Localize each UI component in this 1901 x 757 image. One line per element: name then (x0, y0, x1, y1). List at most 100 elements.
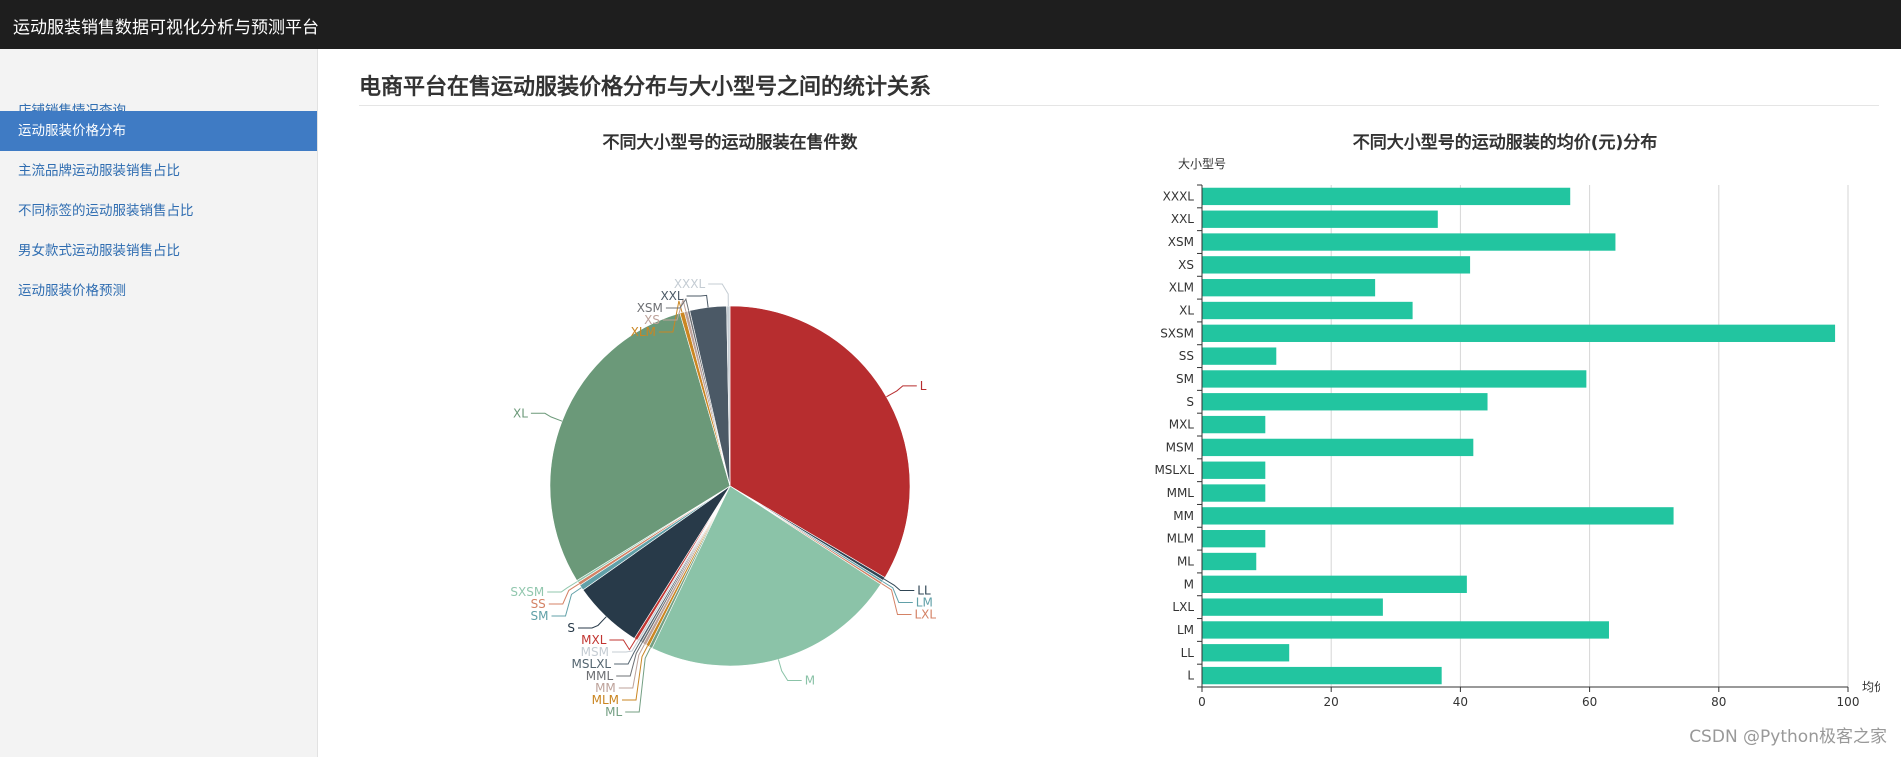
bar-y-label-mlm: MLM (1167, 532, 1194, 546)
bar-xxxl[interactable] (1202, 187, 1571, 206)
pie-label-sm: SM (531, 609, 549, 623)
pie-leader-mm (618, 644, 645, 689)
pie-leader-s (578, 616, 607, 629)
pie-label-mslxl: MSLXL (572, 657, 612, 671)
bar-sm[interactable] (1202, 370, 1587, 388)
pie-label-lm: LM (916, 596, 933, 610)
pie-slice-xxxl[interactable] (726, 305, 731, 487)
pie-label-ml: ML (605, 705, 622, 719)
pie-leader-lxl (881, 582, 912, 615)
sidebar-item-price-distribution[interactable]: 运动服装价格分布 (0, 111, 317, 151)
bar-x-axis-name: 均价 (1862, 680, 1880, 694)
bar-y-label-mxl: MXL (1169, 418, 1195, 432)
bar-chart: LLLLMLXLMMLMLMMMMMLMSLXLMSMMXLSSMSSSXSMX… (1154, 157, 1880, 709)
bar-xlm[interactable] (1202, 279, 1376, 297)
bar-y-label-ss: SS (1179, 349, 1194, 363)
pie-label-msm: MSM (581, 645, 609, 659)
pie-label-xlm: XLM (631, 325, 656, 339)
bar-x-tick-label: 0 (1198, 695, 1206, 709)
bar-mxl[interactable] (1202, 415, 1266, 434)
bar-ss[interactable] (1202, 347, 1277, 365)
bar-mlm[interactable] (1202, 530, 1266, 548)
pie-chart: LLLLMLXLMMLMLMMMMMLMSLXLMSMMXLSSMSSSXSMX… (510, 277, 937, 719)
bar-sxsm[interactable] (1202, 324, 1836, 342)
pie-leader-ll (883, 578, 915, 591)
pie-label-ll: LL (917, 584, 931, 598)
bar-y-label-xl: XL (1179, 304, 1194, 318)
pie-leader-m (777, 659, 802, 681)
bar-y-label-sm: SM (1176, 372, 1194, 386)
pie-leader-xs (663, 297, 687, 321)
bar-y-label-xsm: XSM (1168, 235, 1194, 249)
pie-leader-mslxl (614, 641, 641, 665)
pie-slice-m[interactable] (651, 485, 882, 667)
bar-x-tick-label: 40 (1453, 695, 1468, 709)
top-bar: 运动服装销售数据可视化分析与预测平台 (0, 0, 1901, 49)
pie-leader-ml (625, 647, 651, 713)
bar-y-label-mm: MM (1173, 509, 1194, 523)
pie-label-mlm: MLM (592, 693, 619, 707)
bar-y-label-sxsm: SXSM (1160, 326, 1194, 340)
bar-ml[interactable] (1202, 552, 1257, 571)
bar-y-label-xs: XS (1178, 258, 1194, 272)
pie-leader-xxl (686, 294, 709, 308)
pie-leader-sm (551, 587, 582, 617)
bar-y-label-ml: ML (1177, 555, 1194, 569)
pie-label-sxsm: SXSM (510, 585, 544, 599)
bar-ll[interactable] (1202, 644, 1290, 662)
pie-label-lxl: LXL (915, 608, 937, 622)
sidebar-item-brand-share[interactable]: 主流品牌运动服装销售占比 (18, 163, 180, 179)
bar-mm[interactable] (1202, 507, 1674, 525)
bar-xs[interactable] (1202, 256, 1471, 274)
pie-slice-l[interactable] (729, 305, 911, 579)
pie-label-xxl: XXL (660, 289, 683, 303)
bar-y-label-m: M (1184, 577, 1194, 591)
pie-label-xs: XS (644, 313, 660, 327)
pie-chart-title: 不同大小型号的运动服装在售件数 (602, 133, 858, 153)
bar-x-tick-label: 60 (1582, 695, 1597, 709)
pie-label-xxxl: XXXL (674, 277, 706, 291)
bar-y-label-lm: LM (1177, 623, 1194, 637)
bar-mml[interactable] (1202, 484, 1266, 502)
pie-label-m: M (805, 674, 815, 688)
pie-label-mm: MM (595, 681, 616, 695)
bar-msm[interactable] (1202, 438, 1474, 457)
bar-y-label-ll: LL (1181, 646, 1195, 660)
bar-y-label-lxl: LXL (1172, 600, 1194, 614)
bar-chart-title: 不同大小型号的运动服装的均价(元)分布 (1352, 133, 1658, 153)
bar-x-tick-label: 80 (1711, 695, 1726, 709)
bar-lm[interactable] (1202, 621, 1609, 639)
bar-x-tick-label: 100 (1837, 695, 1860, 709)
bar-lxl[interactable] (1202, 598, 1383, 616)
sidebar-item-price-prediction[interactable]: 运动服装价格预测 (18, 283, 126, 299)
pie-leader-mlm (622, 645, 648, 701)
sidebar-item-tag-share[interactable]: 不同标签的运动服装销售占比 (18, 203, 194, 219)
bar-mslxl[interactable] (1202, 461, 1266, 479)
watermark: CSDN @Python极客之家 (1689, 727, 1887, 747)
bar-y-label-msm: MSM (1166, 440, 1194, 454)
pie-label-mml: MML (586, 669, 614, 683)
bar-y-label-s: S (1186, 395, 1194, 409)
bar-l[interactable] (1202, 666, 1442, 685)
bar-xxl[interactable] (1202, 210, 1438, 228)
pie-leader-xsm (665, 297, 690, 311)
pie-leader-lm (882, 581, 913, 603)
sidebar: 店铺销售情况查询 运动服装价格分布 主流品牌运动服装销售占比 不同标签的运动服装… (0, 49, 318, 757)
pie-label-mxl: MXL (581, 633, 607, 647)
pie-leader-msm (612, 640, 639, 653)
sidebar-item-gender-share[interactable]: 男女款式运动服装销售占比 (18, 243, 180, 259)
bar-s[interactable] (1202, 393, 1488, 411)
bar-xsm[interactable] (1202, 233, 1616, 251)
bar-m[interactable] (1202, 575, 1467, 593)
bar-y-axis-name: 大小型号 (1178, 157, 1226, 171)
bar-xl[interactable] (1202, 301, 1413, 320)
pie-leader-xl (530, 412, 563, 422)
title-divider (359, 105, 1879, 106)
pie-label-l: L (920, 379, 927, 393)
bar-y-label-xxl: XXL (1171, 212, 1194, 226)
page-title: 电商平台在售运动服装价格分布与大小型号之间的统计关系 (359, 75, 932, 100)
app-title: 运动服装销售数据可视化分析与预测平台 (13, 18, 319, 38)
pie-label-s: S (567, 621, 575, 635)
bar-y-label-mslxl: MSLXL (1154, 463, 1194, 477)
bar-y-label-xlm: XLM (1169, 281, 1194, 295)
